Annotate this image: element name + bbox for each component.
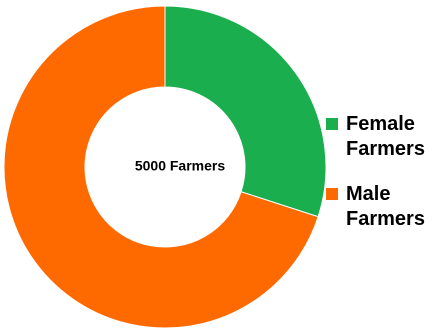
legend-item-male-farmers: Male Farmers [326, 182, 441, 232]
legend-swatch-female-farmers [326, 118, 338, 130]
chart-legend: Female Farmers Male Farmers [326, 112, 441, 252]
legend-item-female-farmers: Female Farmers [326, 112, 441, 162]
donut-center-label: 5000 Farmers [135, 158, 226, 174]
legend-label-male-farmers: Male Farmers [346, 183, 425, 230]
legend-swatch-male-farmers [326, 188, 338, 200]
donut-slice-female-farmers [164, 5, 327, 218]
legend-label-female-farmers: Female Farmers [346, 113, 425, 160]
